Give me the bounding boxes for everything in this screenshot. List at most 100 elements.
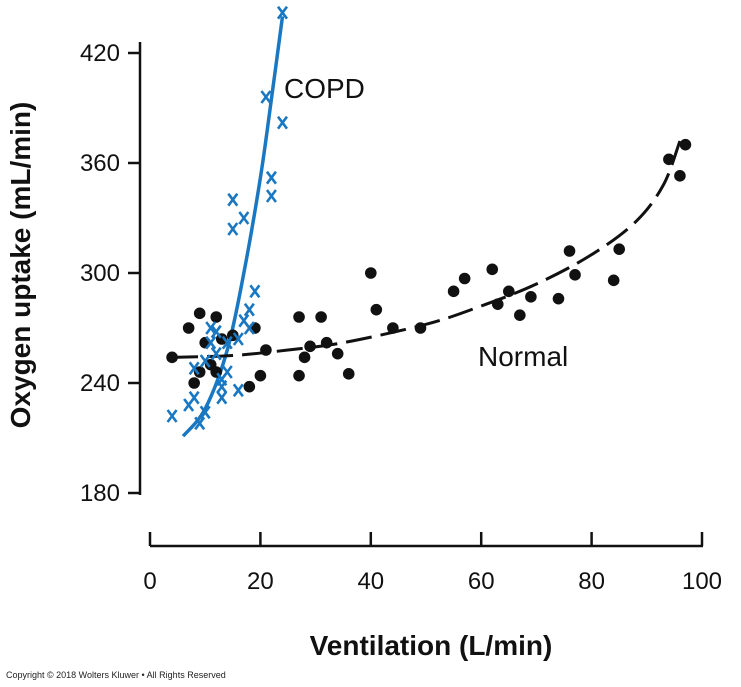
copd-point: [243, 302, 255, 317]
copd-point: [216, 390, 228, 405]
copd-point: [276, 115, 289, 130]
copd-point-stroke: [265, 189, 277, 203]
copd-point-stroke: [238, 211, 250, 225]
x-tick-label: 20: [247, 568, 274, 595]
normal-point: [304, 340, 316, 353]
copd-point: [276, 5, 289, 20]
y-tick-label: 420: [80, 40, 120, 67]
copd-point: [265, 170, 277, 185]
copd-point-stroke: [199, 405, 211, 420]
copd-point-stroke: [227, 192, 239, 207]
y-tick-label: 180: [80, 480, 120, 507]
normal-point: [166, 351, 178, 364]
data-points: [166, 5, 692, 431]
y-tick-label: 360: [80, 150, 120, 177]
copd-point: [221, 335, 233, 350]
normal-point: [552, 292, 565, 305]
normal-point: [525, 291, 537, 303]
copd-point-stroke: [205, 321, 217, 335]
copd-point: [166, 409, 178, 423]
copd-point-stroke: [243, 321, 255, 335]
normal-point: [243, 380, 256, 393]
normal-point: [613, 243, 625, 255]
normal-series-label: Normal: [478, 341, 568, 372]
normal-point: [182, 322, 195, 334]
normal-point: [293, 369, 305, 382]
copd-point-stroke: [238, 313, 250, 328]
copd-point: [188, 390, 200, 405]
copd-point: [243, 321, 255, 335]
copd-point-stroke: [243, 302, 255, 317]
copd-point-stroke: [221, 335, 233, 350]
copd-point: [221, 365, 233, 379]
copd-point: [238, 211, 250, 225]
normal-point: [563, 245, 576, 257]
copd-point-stroke: [260, 90, 272, 104]
normal-point: [188, 377, 200, 389]
copd-point: [199, 354, 211, 368]
normal-point: [370, 303, 383, 316]
copd-point: [265, 189, 277, 203]
copd-fit-line: [181, 16, 285, 438]
copd-point: [227, 192, 239, 207]
normal-point: [447, 285, 460, 298]
copd-point: [232, 383, 244, 398]
copd-point-stroke: [188, 390, 200, 405]
normal-point: [458, 272, 471, 285]
copd-point: [232, 332, 244, 346]
copd-point: [249, 284, 261, 299]
normal-point: [607, 274, 620, 287]
x-tick-label: 100: [682, 568, 722, 595]
normal-point: [260, 344, 272, 356]
normal-point: [674, 170, 686, 182]
normal-point: [193, 366, 206, 378]
copd-point: [205, 321, 217, 335]
normal-point: [569, 269, 581, 281]
copd-point: [188, 361, 200, 376]
copd-point: [227, 222, 239, 236]
normal-fit-line: [172, 140, 682, 359]
copd-point-stroke: [199, 354, 211, 368]
normal-point: [315, 311, 327, 323]
normal-point: [414, 322, 427, 334]
copyright-notice: Copyright © 2018 Wolters Kluwer • All Ri…: [6, 670, 226, 680]
copd-point: [260, 90, 272, 104]
y-axis: 180 240 300 360 420: [80, 40, 142, 507]
normal-point: [663, 153, 675, 166]
normal-point: [210, 311, 223, 323]
normal-point: [331, 347, 344, 360]
copd-point-stroke: [227, 222, 239, 236]
copd-point-stroke: [188, 361, 200, 376]
x-tick-label: 40: [357, 568, 384, 595]
x-tick-label: 0: [143, 568, 156, 595]
copd-point-stroke: [216, 390, 228, 405]
y-axis-title: Oxygen uptake (mL/min): [5, 102, 36, 429]
normal-point: [503, 285, 515, 298]
x-axis-title: Ventilation (L/min): [310, 630, 553, 661]
normal-point: [342, 368, 355, 380]
copd-point: [194, 416, 206, 431]
copd-point-stroke: [276, 5, 289, 20]
copd-point-stroke: [232, 383, 244, 398]
y-tick-label: 240: [80, 370, 120, 397]
x-tick-label: 60: [468, 568, 495, 595]
copd-point-stroke: [210, 346, 222, 361]
normal-point: [365, 267, 377, 279]
normal-point: [298, 351, 311, 364]
copd-point-stroke: [194, 416, 206, 431]
copd-point-stroke: [166, 409, 178, 423]
normal-point: [387, 322, 399, 334]
copd-point-stroke: [216, 379, 228, 394]
fit-lines: [172, 16, 682, 438]
normal-point: [486, 263, 499, 276]
copd-point-stroke: [276, 115, 289, 130]
normal-point: [254, 369, 267, 382]
copd-point: [216, 379, 228, 394]
copd-point-stroke: [221, 365, 233, 379]
copd-point-stroke: [265, 170, 277, 185]
copd-point: [210, 346, 222, 361]
copd-point-stroke: [210, 324, 222, 339]
copd-point-stroke: [249, 284, 261, 299]
normal-point: [679, 138, 692, 151]
